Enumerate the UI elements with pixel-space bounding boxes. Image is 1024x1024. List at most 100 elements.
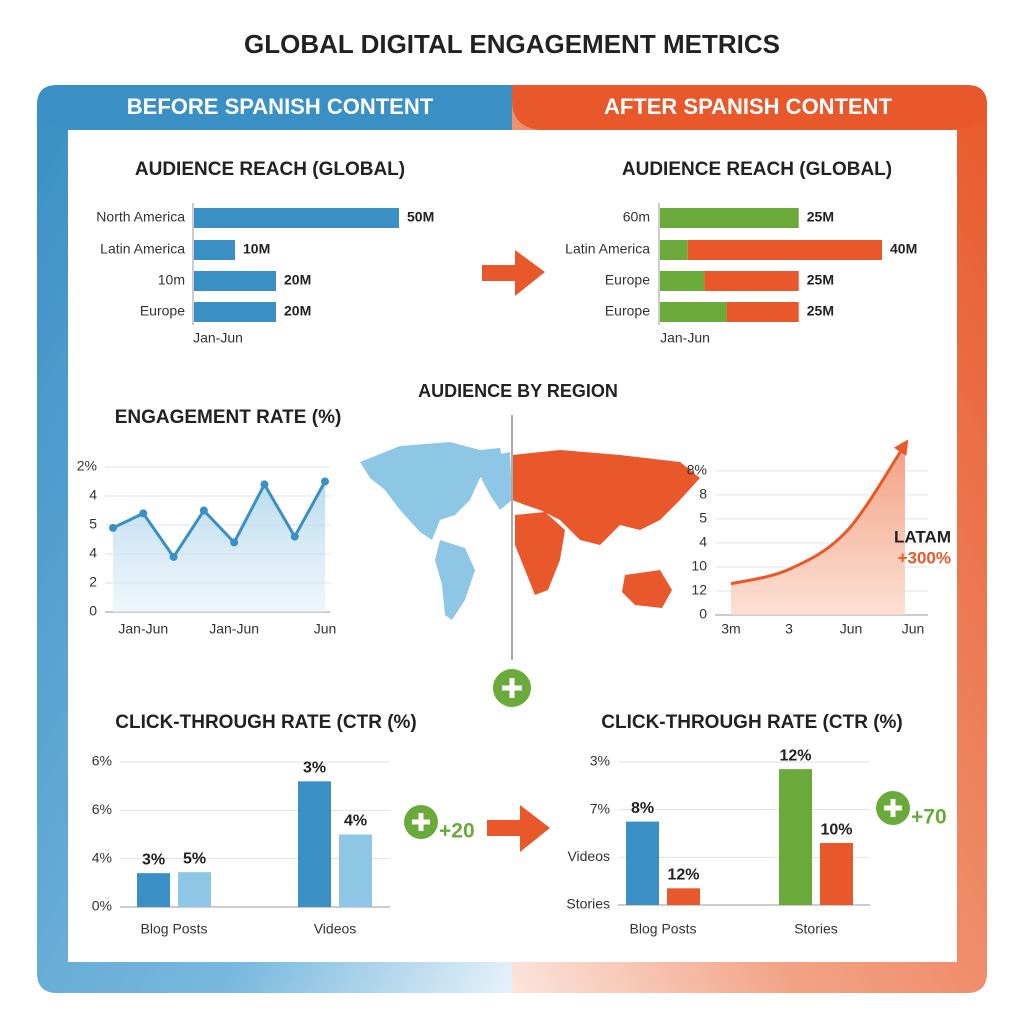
bar bbox=[194, 208, 399, 228]
category-label: 10m bbox=[158, 272, 185, 288]
bar-segment bbox=[726, 302, 799, 322]
chart-title: AUDIENCE REACH (GLOBAL) bbox=[622, 159, 892, 180]
arrow bbox=[482, 250, 545, 296]
header-before: BEFORE SPANISH CONTENT bbox=[127, 94, 434, 119]
value-label: 25M bbox=[807, 303, 834, 319]
chart-title: CLICK-THROUGH RATE (CTR (%) bbox=[601, 712, 903, 733]
y-tick-label: 6% bbox=[92, 753, 112, 769]
x-tick-label: Jun bbox=[314, 621, 337, 637]
x-tick-label: Jan-Jun bbox=[118, 621, 168, 637]
chart-title: CLICK-THROUGH RATE (CTR (%) bbox=[115, 712, 417, 733]
bar-segment bbox=[660, 240, 688, 260]
bar-segment bbox=[660, 271, 705, 291]
x-label: Jan-Jun bbox=[660, 330, 710, 346]
y-tick-label: 2 bbox=[89, 574, 97, 590]
bar bbox=[339, 834, 372, 907]
y-tick-label: 5 bbox=[89, 516, 97, 532]
x-tick-label: 3m bbox=[721, 621, 740, 637]
x-tick-label: Blog Posts bbox=[630, 921, 697, 937]
x-label: Jan-Jun bbox=[193, 330, 243, 346]
bar bbox=[194, 302, 276, 322]
category-label: 60m bbox=[623, 209, 650, 225]
bar-segment bbox=[660, 208, 799, 228]
y-tick-label: 0% bbox=[92, 898, 112, 914]
y-tick-label: 2% bbox=[77, 458, 97, 474]
bar-label: 10% bbox=[820, 821, 852, 838]
world-map bbox=[360, 415, 700, 660]
plus-icon bbox=[502, 678, 522, 698]
y-tick-label: Stories bbox=[566, 896, 610, 912]
line bbox=[112, 480, 327, 560]
value-label: 25M bbox=[807, 209, 834, 225]
area bbox=[113, 481, 325, 612]
x-tick-label: Videos bbox=[314, 921, 357, 937]
header-left bbox=[37, 85, 512, 130]
bar bbox=[178, 872, 211, 907]
category-label: North America bbox=[96, 209, 185, 225]
line bbox=[730, 439, 909, 586]
value-label: 20M bbox=[284, 272, 311, 288]
point bbox=[260, 480, 269, 489]
bar-label: 12% bbox=[779, 747, 811, 764]
y-tick-label: 10 bbox=[691, 558, 707, 574]
category-label: Latin America bbox=[100, 241, 185, 257]
point bbox=[109, 523, 117, 532]
chart-title: AUDIENCE REACH (GLOBAL) bbox=[135, 159, 405, 180]
bar bbox=[137, 873, 170, 907]
bar-segment bbox=[687, 240, 882, 260]
page-title: GLOBAL DIGITAL ENGAGEMENT METRICS bbox=[244, 29, 780, 59]
bar-segment bbox=[704, 271, 799, 291]
bar bbox=[298, 781, 331, 907]
bar-label: 3% bbox=[303, 760, 326, 777]
bar-label: 3% bbox=[142, 851, 165, 868]
bar-label: 4% bbox=[344, 813, 367, 830]
bar-label: 12% bbox=[667, 867, 699, 884]
value-label: 50M bbox=[407, 209, 434, 225]
bar bbox=[194, 271, 276, 291]
y-tick-label: 4% bbox=[92, 849, 112, 865]
arrow bbox=[487, 805, 550, 852]
bar-segment bbox=[660, 302, 727, 322]
y-tick-label: 0 bbox=[699, 606, 707, 622]
y-tick-label: 12 bbox=[691, 582, 707, 598]
x-tick-label: Blog Posts bbox=[141, 921, 208, 937]
y-tick-label: 7% bbox=[590, 800, 610, 816]
y-tick-label: 4 bbox=[699, 534, 707, 550]
x-tick-label: Jan-Jun bbox=[209, 621, 259, 637]
y-tick-label: 0 bbox=[89, 603, 97, 619]
bar-label: 5% bbox=[183, 850, 206, 867]
value-label: 40M bbox=[890, 241, 917, 257]
y-tick-label: 5 bbox=[699, 510, 707, 526]
point bbox=[290, 532, 299, 541]
point bbox=[139, 509, 148, 518]
point bbox=[169, 552, 178, 561]
category-label: Europe bbox=[605, 303, 650, 319]
bar bbox=[820, 843, 853, 905]
category-label: Latin America bbox=[565, 241, 650, 257]
badge-plus bbox=[412, 813, 430, 831]
header-right bbox=[512, 85, 987, 130]
annotation: LATAM bbox=[894, 527, 951, 546]
bar bbox=[626, 821, 659, 905]
map-title: AUDIENCE BY REGION bbox=[418, 381, 618, 401]
category-label: Europe bbox=[140, 303, 185, 319]
y-tick-label: 3% bbox=[590, 753, 610, 769]
value-label: 25M bbox=[807, 272, 834, 288]
point bbox=[321, 477, 329, 486]
category-label: Europe bbox=[605, 272, 650, 288]
x-tick-label: Stories bbox=[794, 921, 838, 937]
point bbox=[230, 538, 239, 547]
value-label: 10M bbox=[243, 241, 270, 257]
x-tick-label: Jun bbox=[902, 621, 925, 637]
annotation: +300% bbox=[898, 548, 951, 567]
bar bbox=[194, 240, 235, 260]
area bbox=[731, 444, 905, 615]
bar-label: 8% bbox=[631, 800, 654, 817]
x-tick-label: Jun bbox=[840, 621, 863, 637]
value-label: 20M bbox=[284, 303, 311, 319]
x-tick-label: 3 bbox=[785, 621, 793, 637]
bar bbox=[779, 769, 812, 905]
y-tick-label: 8% bbox=[687, 462, 707, 478]
point bbox=[199, 506, 208, 515]
